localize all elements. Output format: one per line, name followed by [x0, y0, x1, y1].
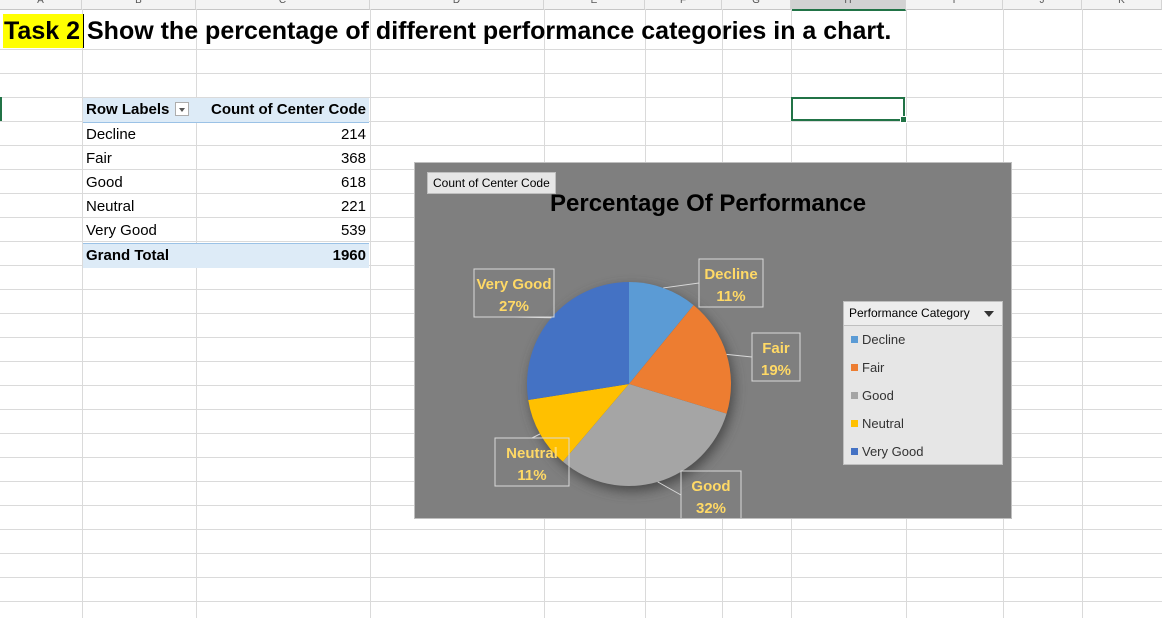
legend-item-neutral[interactable]: Neutral [844, 410, 1002, 438]
pie-chart[interactable]: Count of Center Code Percentage Of Perfo… [414, 162, 1012, 519]
pivot-row-value: 539 [340, 222, 366, 239]
gridline-horizontal [0, 97, 1162, 98]
row-selection-marker [0, 97, 2, 121]
task-label: Task 2 [3, 14, 84, 48]
chart-title[interactable]: Percentage Of Performance [550, 190, 867, 217]
pivot-row-label: Very Good [86, 222, 157, 239]
pivot-row[interactable]: Neutral 221 [83, 195, 369, 219]
pie-plot[interactable]: Decline 11% Fair 19% Good 32% Neutral 11% Very G… [415, 163, 1012, 519]
leader-line-decline [663, 282, 700, 289]
data-label-box-very-good[interactable] [473, 268, 555, 318]
pivot-row-label: Good [86, 174, 123, 191]
gridline-horizontal [0, 577, 1162, 578]
pivot-row[interactable]: Very Good 539 [83, 219, 369, 243]
column-header-d[interactable]: D [370, 0, 544, 10]
pivot-row-label: Decline [86, 126, 137, 143]
value-field-button[interactable]: Count of Center Code [427, 172, 556, 194]
data-label-box-fair[interactable] [751, 332, 801, 382]
gridline-horizontal [0, 529, 1162, 530]
row-labels-filter-button[interactable] [175, 102, 189, 116]
pivot-total-label: Grand Total [86, 247, 170, 264]
gridline-horizontal [0, 601, 1162, 602]
pivot-row-value: 618 [340, 174, 366, 191]
pivot-total-value: 1960 [332, 247, 366, 264]
pivot-row-label: Fair [86, 150, 112, 167]
pivot-row[interactable]: Fair 368 [83, 147, 369, 171]
data-label-box-neutral[interactable] [494, 437, 570, 487]
column-header-i[interactable]: I [906, 0, 1003, 10]
legend-label: Very Good [862, 444, 924, 459]
data-label-percent-fair: 19% [761, 362, 791, 379]
leader-line-good [657, 481, 682, 496]
column-header-g[interactable]: G [722, 0, 791, 10]
leader-line-neutral [531, 433, 541, 439]
data-label-category-neutral: Neutral [506, 445, 558, 462]
legend-label: Fair [862, 360, 885, 375]
column-header-k[interactable]: K [1082, 0, 1162, 10]
pivot-table[interactable]: Row Labels Count of Center Code Decline … [83, 98, 369, 268]
gridline-horizontal [0, 553, 1162, 554]
pie-slice-very-good[interactable] [527, 282, 629, 400]
data-label-box-good[interactable] [680, 470, 742, 519]
legend-item-good[interactable]: Good [844, 382, 1002, 410]
pivot-row-value: 368 [340, 150, 366, 167]
legend-items: Decline Fair Good Neutral Very Good [844, 326, 1002, 466]
column-header-j[interactable]: J [1003, 0, 1082, 10]
task-title: Show the percentage of different perform… [87, 17, 892, 45]
legend-label: Decline [862, 332, 906, 347]
pivot-grand-total-row[interactable]: Grand Total 1960 [83, 243, 369, 268]
column-header-c[interactable]: C [196, 0, 370, 10]
data-label-category-fair: Fair [762, 340, 790, 357]
legend-swatch [851, 336, 858, 343]
data-label-category-very-good: Very Good [476, 276, 551, 293]
legend-swatch [851, 364, 858, 371]
pivot-value-header: Count of Center Code [211, 101, 366, 118]
gridline-horizontal [0, 145, 1162, 146]
legend-label: Good [862, 388, 894, 403]
selected-cell[interactable] [791, 97, 907, 123]
legend-swatch [851, 448, 858, 455]
pivot-row-value: 221 [340, 198, 366, 215]
column-header-f[interactable]: F [645, 0, 722, 10]
pie-slice-good[interactable] [562, 384, 727, 487]
data-label-percent-neutral: 11% [517, 467, 546, 484]
gridline-horizontal [0, 49, 1162, 50]
pivot-row-value: 214 [340, 126, 366, 143]
column-header-a[interactable]: A [0, 0, 82, 10]
gridline-horizontal [0, 121, 1162, 122]
legend-item-fair[interactable]: Fair [844, 354, 1002, 382]
legend-swatch [851, 392, 858, 399]
legend-title: Performance Category [849, 306, 970, 320]
gridline-horizontal [0, 73, 1162, 74]
pivot-row-labels-header: Row Labels [86, 101, 170, 118]
data-label-category-decline: Decline [704, 266, 757, 283]
data-label-percent-decline: 11% [716, 288, 745, 305]
pivot-row-label: Neutral [86, 198, 135, 215]
data-label-percent-very-good: 27% [499, 298, 529, 315]
chart-legend[interactable]: Performance Category Decline Fair Good Neut… [843, 301, 1003, 465]
pie-slice-neutral[interactable] [528, 384, 629, 462]
column-header-b[interactable]: B [82, 0, 196, 10]
legend-label: Neutral [862, 416, 904, 431]
pie-slice-decline[interactable] [629, 282, 694, 384]
legend-swatch [851, 420, 858, 427]
pivot-row[interactable]: Good 618 [83, 171, 369, 195]
pivot-header-row: Row Labels Count of Center Code [83, 98, 369, 123]
pie-slice-fair[interactable] [629, 305, 731, 414]
legend-filter-header[interactable]: Performance Category [844, 302, 1002, 326]
column-header-e[interactable]: E [544, 0, 645, 10]
leader-line-fair [726, 353, 753, 358]
data-label-percent-good: 32% [696, 500, 726, 517]
legend-item-very-good[interactable]: Very Good [844, 438, 1002, 466]
pivot-row[interactable]: Decline 214 [83, 123, 369, 147]
legend-item-decline[interactable]: Decline [844, 326, 1002, 354]
data-label-category-good: Good [691, 478, 730, 495]
column-header-h[interactable]: H [791, 0, 906, 11]
data-label-box-decline[interactable] [698, 258, 764, 308]
